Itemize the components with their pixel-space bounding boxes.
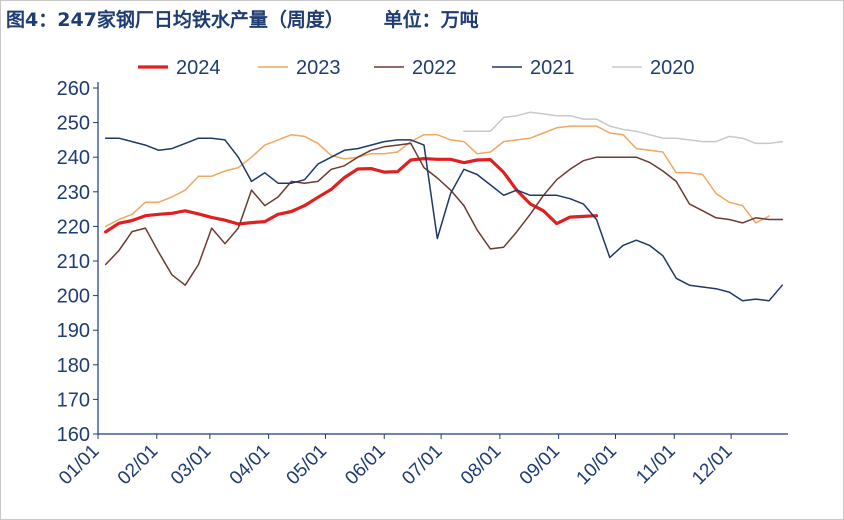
chart-unit-label: 单位：万吨	[383, 9, 479, 31]
x-tick-label: 12/01	[688, 441, 736, 489]
series-line-2022	[104, 142, 784, 286]
x-tick-label: 04/01	[226, 441, 274, 489]
y-tick-label: 160	[57, 424, 90, 446]
series-lines	[103, 111, 784, 302]
y-axis-ticks: 160 170 180 190 200 210 220 230 240 250 260	[57, 78, 98, 446]
x-tick-label: 05/01	[283, 441, 331, 489]
chart-title-row: 图4：247家钢厂日均铁水产量（周度） 单位：万吨	[6, 5, 479, 32]
x-tick-label: 01/01	[55, 441, 103, 489]
series-line-2023	[104, 125, 770, 228]
chart-title: 图4：247家钢厂日均铁水产量（周度）	[6, 9, 344, 31]
y-tick-label: 200	[57, 286, 90, 308]
legend-label-2021: 2021	[530, 57, 575, 79]
y-tick-label: 220	[57, 216, 90, 238]
x-tick-label: 02/01	[114, 441, 162, 489]
y-tick-label: 190	[57, 320, 90, 342]
y-tick-label: 180	[57, 355, 90, 377]
y-tick-label: 260	[57, 78, 90, 100]
x-tick-label: 06/01	[341, 441, 389, 489]
x-tick-label: 03/01	[167, 441, 215, 489]
series-line-2021	[104, 137, 784, 302]
legend-label-2024: 2024	[176, 57, 221, 79]
legend-label-2022: 2022	[412, 57, 457, 79]
series-line-2024	[103, 157, 599, 234]
x-tick-label: 09/01	[516, 441, 564, 489]
legend: 2024 2023 2022 2021 2020	[138, 57, 695, 79]
x-axis-ticks: 01/01 02/01 03/01 04/01 05/01 06/01 07/01 08/01…	[55, 434, 737, 489]
legend-label-2023: 2023	[296, 57, 341, 79]
y-tick-label: 210	[57, 251, 90, 273]
y-tick-label: 240	[57, 147, 90, 169]
x-tick-label: 08/01	[457, 441, 505, 489]
x-tick-label: 11/01	[632, 441, 679, 488]
x-tick-label: 10/01	[573, 441, 621, 489]
y-tick-label: 250	[57, 113, 90, 135]
series-line-2020	[463, 111, 784, 145]
y-tick-label: 230	[57, 182, 90, 204]
y-tick-label: 170	[57, 389, 90, 411]
x-tick-label: 07/01	[398, 441, 446, 489]
legend-label-2020: 2020	[650, 57, 695, 79]
